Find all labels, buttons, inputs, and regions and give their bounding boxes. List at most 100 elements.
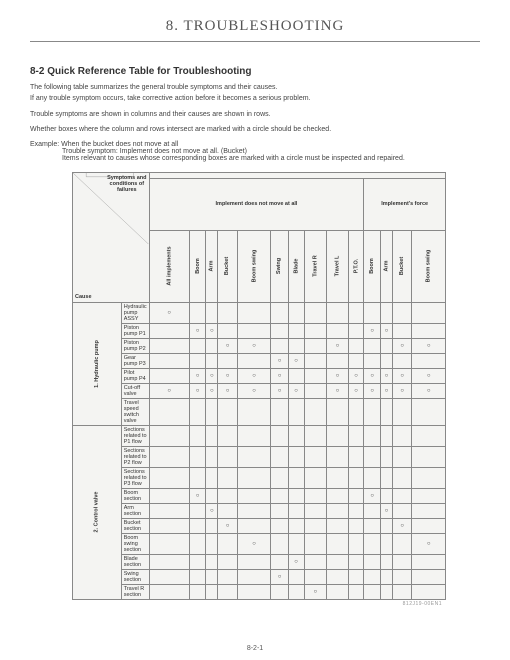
table-cell [206,467,218,488]
table-cell [348,503,364,518]
table-cell [149,503,189,518]
table-cell [149,425,189,446]
table-cell [237,554,271,569]
example-line-2: Trouble symptom: Implement does not move… [30,148,480,155]
table-cell [348,554,364,569]
table-cell [206,584,218,599]
table-cell [304,323,326,338]
table-row: Gear pump P3○○ [73,353,446,368]
table-row: Bucket section○○ [73,518,446,533]
table-cell: ○ [412,533,446,554]
table-cell [348,353,364,368]
table-cell [271,338,288,353]
column-group-1: Implement's force [364,178,446,230]
table-cell [218,302,237,323]
row-label: Travel speed switch valve [121,398,149,425]
table-cell [237,353,271,368]
table-cell: ○ [271,353,288,368]
table-cell [392,488,411,503]
table-cell [288,323,304,338]
table-cell [218,446,237,467]
table-cell: ○ [237,533,271,554]
table-cell [348,584,364,599]
table-cell [288,338,304,353]
table-cell [392,554,411,569]
page-number: 8-2-1 [0,645,510,652]
table-cell [218,584,237,599]
table-cell [392,533,411,554]
table-cell: ○ [364,368,381,383]
row-label: Travel R section [121,584,149,599]
table-cell [412,554,446,569]
table-cell [348,446,364,467]
table-cell [149,368,189,383]
table-cell [189,518,206,533]
column-header-3: Bucket [218,230,237,302]
table-cell: ○ [206,368,218,383]
table-cell [304,353,326,368]
table-cell [218,398,237,425]
table-cell: ○ [327,368,349,383]
table-cell [348,323,364,338]
table-cell [364,338,381,353]
table-cell: ○ [218,338,237,353]
table-cell [364,353,381,368]
table-cell [237,467,271,488]
table-cell: ○ [218,368,237,383]
table-cell [327,353,349,368]
table-cell: ○ [237,383,271,398]
table-cell [304,425,326,446]
column-header-10: Boom [364,230,381,302]
table-row: Pilot pump P4○○○○○○○○○○○ [73,368,446,383]
table-cell [149,533,189,554]
table-cell [304,569,326,584]
row-label: Boom section [121,488,149,503]
table-cell [364,446,381,467]
table-cell [149,569,189,584]
table-cell [189,503,206,518]
row-label: Pilot pump P4 [121,368,149,383]
table-cell [380,338,392,353]
table-cell [392,446,411,467]
table-cell [327,425,349,446]
table-cell [412,488,446,503]
table-cell [271,503,288,518]
table-cell: ○ [392,368,411,383]
table-cell [288,503,304,518]
table-cell [288,569,304,584]
table-cell [327,467,349,488]
table-cell [288,425,304,446]
table-cell [189,554,206,569]
table-cell [206,338,218,353]
table-cell: ○ [392,338,411,353]
table-cell [237,398,271,425]
table-cell [189,302,206,323]
intro-paragraph-3: Trouble symptoms are shown in columns an… [30,110,480,119]
table-cell [189,533,206,554]
table-cell [206,518,218,533]
table-cell [237,488,271,503]
table-cell: ○ [189,368,206,383]
table-cell [189,425,206,446]
table-cell [206,302,218,323]
table-cell [412,503,446,518]
table-cell [206,425,218,446]
table-cell [218,467,237,488]
table-cell [218,353,237,368]
table-row: 2. Control valveSections related to P1 f… [73,425,446,446]
table-cell [327,446,349,467]
table-cell [237,446,271,467]
table-cell [237,569,271,584]
table-cell [348,569,364,584]
table-cell [149,488,189,503]
table-cell [218,503,237,518]
table-cell [288,584,304,599]
table-cell [189,446,206,467]
table-cell [380,425,392,446]
table-cell [271,467,288,488]
table-cell: ○ [348,368,364,383]
table-cell [364,554,381,569]
table-cell [364,503,381,518]
table-cell [348,302,364,323]
table-cell: ○ [237,338,271,353]
